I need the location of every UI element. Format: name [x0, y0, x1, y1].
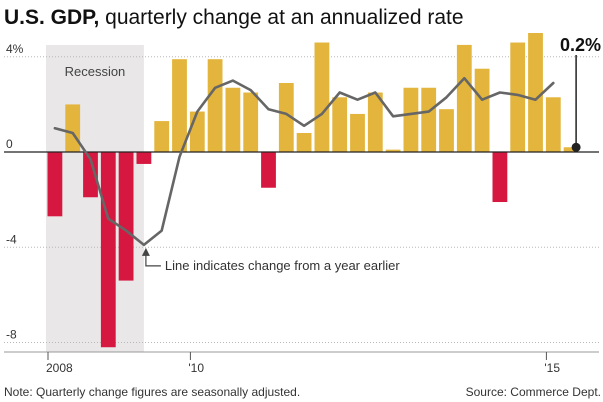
chart-title-bold: U.S. GDP,: [4, 6, 99, 29]
gdp-bar: [243, 92, 259, 153]
quarterly-bars: [47, 33, 579, 348]
footnote: Note: Quarterly change figures are seaso…: [4, 385, 300, 399]
recession-label: Recession: [65, 64, 126, 79]
gdp-bar: [296, 132, 312, 153]
callout-dot: [571, 142, 581, 152]
gdp-bar: [65, 104, 81, 153]
gdp-bar: [100, 152, 116, 348]
y-axis-ticks: 4% 0 -4 -8: [6, 42, 24, 342]
gdp-bar: [278, 82, 294, 153]
gdp-bar: [367, 92, 383, 153]
callout-value: 0.2%: [560, 35, 601, 55]
gdp-bar: [207, 59, 223, 153]
source-note: Source: Commerce Dept.: [466, 385, 601, 399]
chart-title-rest: quarterly change at an annualized rate: [99, 6, 463, 29]
gdp-bar: [225, 87, 241, 153]
gdp-bar: [154, 121, 170, 153]
gdp-bar: [189, 111, 205, 153]
x-axis-ticks: 2008 '10 '15: [4, 351, 599, 375]
gdp-bar: [118, 152, 134, 281]
annotations: 0.2% Line indicates change from a year ea…: [141, 35, 601, 273]
annotation-leader: [145, 251, 161, 267]
yoy-line: [53, 76, 555, 247]
gdp-bar: [439, 109, 454, 153]
gdp-bar: [510, 42, 526, 153]
gdp-bar: [492, 152, 508, 203]
gdp-bar: [474, 68, 490, 153]
gdp-bar: [83, 152, 98, 198]
x-tick-label: '15: [544, 361, 560, 375]
gdp-bar: [261, 152, 276, 188]
annotation-text: Line indicates change from a year earlie…: [165, 258, 401, 273]
gdp-bar: [563, 147, 579, 153]
gdp-bar: [421, 87, 437, 153]
x-tick-label: '10: [188, 361, 204, 375]
chart-title: U.S. GDP, quarterly change at an annuali…: [4, 6, 464, 29]
y-tick-label: -4: [6, 232, 17, 246]
y-tick-label: -8: [6, 327, 17, 341]
gdp-bar: [172, 59, 187, 153]
y-tick-label: 0: [6, 137, 13, 151]
gdp-bar: [47, 152, 63, 217]
y-tick-label: 4%: [6, 42, 24, 56]
annotation-arrowhead: [141, 247, 150, 256]
gdp-bar: [403, 87, 419, 153]
gdp-bar: [314, 42, 330, 153]
gdp-bar: [456, 44, 472, 153]
gdp-bar: [332, 97, 348, 153]
x-tick-label: 2008: [46, 361, 73, 375]
gdp-bar: [385, 149, 401, 153]
gdp-bar: [528, 33, 543, 153]
gdp-bar: [545, 97, 561, 153]
gdp-bar: [136, 152, 152, 164]
gdp-bar: [350, 113, 365, 153]
year-over-year-line: [53, 76, 555, 247]
